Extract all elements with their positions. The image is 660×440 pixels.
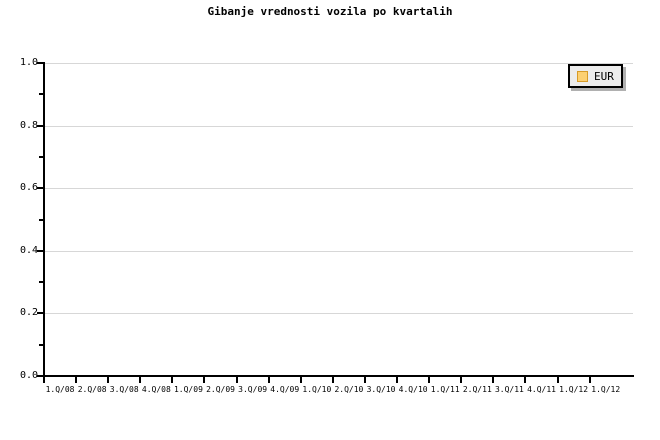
y-axis-minor-tick bbox=[39, 93, 44, 96]
x-axis-label: 1.Q/10 bbox=[302, 385, 332, 394]
x-axis-label: 3.Q/09 bbox=[238, 385, 268, 394]
x-axis-label: 2.Q/09 bbox=[206, 385, 235, 394]
x-axis-tick bbox=[428, 377, 431, 383]
y-axis-minor-tick bbox=[39, 281, 44, 284]
x-axis-tick bbox=[299, 377, 302, 383]
x-axis-label: 1.Q/09 bbox=[173, 385, 203, 394]
y-axis-spine bbox=[43, 62, 45, 377]
y-axis-label: 1.0 bbox=[19, 57, 38, 68]
x-axis-label: 2.Q/11 bbox=[462, 385, 492, 394]
x-axis-tick bbox=[524, 377, 527, 383]
x-axis-label: 2.Q/10 bbox=[334, 385, 364, 394]
x-axis-spine bbox=[43, 375, 634, 377]
x-axis-label: 4.Q/11 bbox=[527, 385, 556, 394]
x-axis-tick bbox=[203, 377, 206, 383]
x-axis-tick bbox=[331, 377, 334, 383]
y-axis-tick bbox=[37, 375, 44, 377]
y-axis-minor-tick bbox=[39, 343, 44, 346]
gridline bbox=[44, 125, 633, 127]
y-axis-label: 0.4 bbox=[19, 244, 38, 256]
x-axis-tick bbox=[460, 377, 463, 383]
gridline bbox=[44, 250, 633, 252]
y-axis-tick bbox=[37, 187, 44, 190]
x-axis-label: 1.Q/12 bbox=[591, 385, 621, 394]
x-axis-tick bbox=[556, 377, 559, 383]
x-axis-tick bbox=[75, 377, 78, 383]
chart-legend[interactable]: EUR bbox=[568, 64, 623, 88]
legend-label-eur: EUR bbox=[594, 69, 614, 83]
y-axis-tick bbox=[37, 62, 44, 64]
x-axis-tick bbox=[43, 377, 45, 383]
y-axis-minor-tick bbox=[39, 218, 44, 221]
y-axis-tick bbox=[37, 124, 44, 127]
x-axis-tick bbox=[396, 377, 399, 383]
legend-swatch-eur bbox=[577, 70, 588, 82]
y-axis-label: 0.2 bbox=[19, 307, 38, 319]
y-axis-label: 0.8 bbox=[19, 119, 38, 131]
x-axis-label: 2.Q/08 bbox=[77, 385, 107, 394]
gridline bbox=[44, 313, 633, 315]
x-axis-tick bbox=[492, 377, 495, 383]
x-axis-tick bbox=[171, 377, 174, 383]
gridline bbox=[44, 63, 633, 64]
x-axis-tick bbox=[139, 377, 142, 383]
y-axis-tick bbox=[37, 312, 44, 315]
x-axis-tick bbox=[107, 377, 110, 383]
x-axis-label: 1.Q/08 bbox=[45, 385, 75, 394]
x-axis-tick bbox=[588, 377, 591, 383]
x-axis-label: 4.Q/10 bbox=[398, 385, 428, 394]
x-axis-tick bbox=[235, 377, 238, 383]
y-axis-tick bbox=[37, 249, 44, 252]
x-axis-label: 1.Q/12 bbox=[559, 385, 589, 394]
x-axis-label: 3.Q/10 bbox=[366, 385, 396, 394]
gridline bbox=[44, 188, 633, 190]
plot-area bbox=[44, 63, 633, 376]
y-axis-minor-tick bbox=[39, 155, 44, 158]
x-axis-label: 4.Q/09 bbox=[270, 385, 300, 394]
x-axis-label: 3.Q/11 bbox=[494, 385, 524, 394]
chart-title: Gibanje vrednosti vozila po kvartalih bbox=[207, 5, 453, 18]
y-axis-label: 0.6 bbox=[19, 182, 38, 194]
x-axis-label: 4.Q/08 bbox=[141, 385, 171, 394]
y-axis-label: 0.0 bbox=[19, 370, 38, 381]
x-axis-label: 3.Q/08 bbox=[109, 385, 139, 394]
x-axis-label: 1.Q/11 bbox=[430, 385, 460, 394]
x-axis-tick bbox=[267, 377, 270, 383]
x-axis-tick bbox=[363, 377, 366, 383]
